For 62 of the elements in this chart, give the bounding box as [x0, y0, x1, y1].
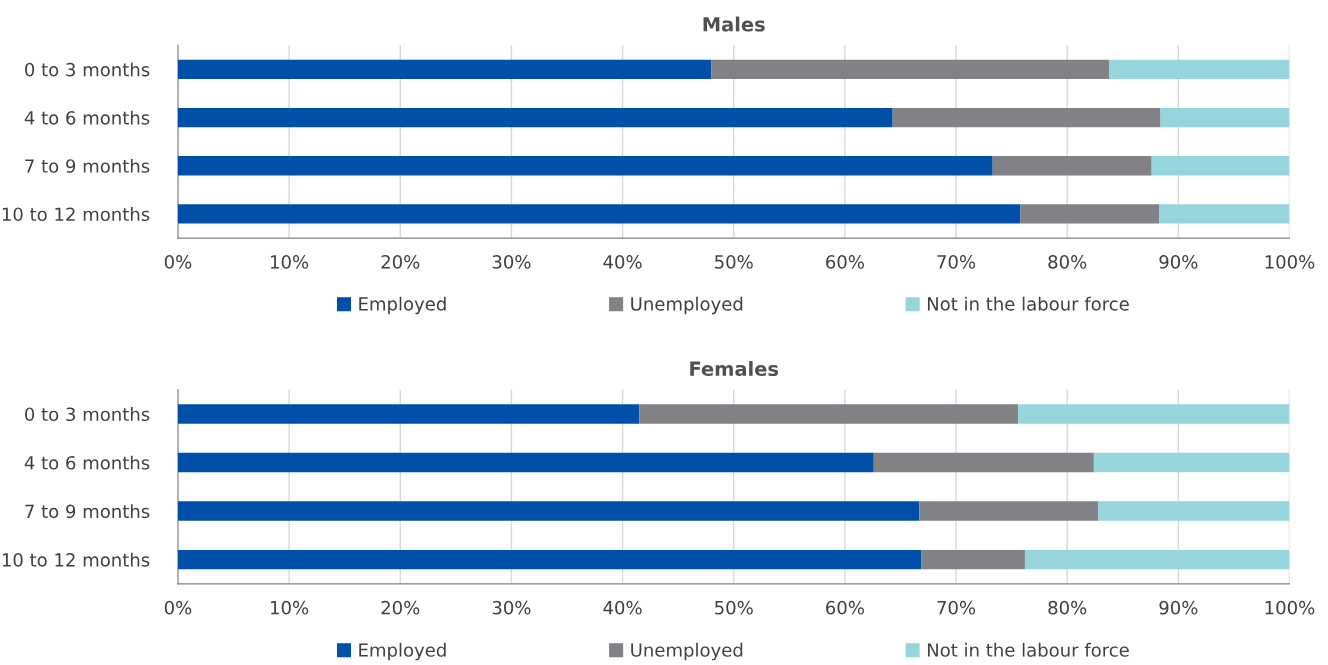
y-tick-label: 10 to 12 months [2, 552, 150, 567]
x-tick-label: 20% [381, 255, 420, 269]
x-tick-label: 100% [1265, 255, 1315, 269]
legend-label: Not in the labour force [927, 642, 1129, 657]
x-tick-label: 80% [1048, 255, 1087, 269]
bar [1093, 452, 1290, 473]
y-tick-label: 4 to 6 months [24, 110, 150, 125]
x-tick-label: 60% [826, 255, 864, 269]
bar [177, 549, 922, 570]
x-tick-label: 10% [271, 600, 309, 615]
bar [177, 501, 920, 521]
legend-label: Employed [359, 642, 446, 661]
bar [1024, 549, 1290, 570]
x-tick-label: 90% [1159, 600, 1198, 615]
x-tick-label: 0% [164, 600, 192, 615]
y-tick-label: 4 to 6 months [24, 455, 150, 470]
chart-title: Females [690, 361, 779, 377]
legend-label: Unemployed [631, 296, 743, 315]
bar [639, 404, 1019, 424]
x-tick-label: 20% [381, 600, 420, 615]
bar [177, 452, 874, 473]
bar [1160, 107, 1290, 128]
x-tick-label: 60% [826, 600, 864, 615]
bar [711, 59, 1110, 79]
bar [873, 452, 1094, 473]
bar [1151, 156, 1290, 176]
x-tick-label: 80% [1048, 600, 1087, 615]
bar [177, 204, 1021, 224]
bar [177, 107, 893, 128]
y-tick-label: 0 to 3 months [25, 62, 150, 77]
legend-label: Not in the labour force [927, 296, 1129, 311]
x-tick-label: 70% [937, 255, 976, 269]
bar [1018, 404, 1290, 424]
bar [892, 107, 1161, 128]
x-tick-label: 30% [492, 255, 531, 269]
bar [921, 549, 1025, 570]
legend-label: Employed [359, 296, 446, 315]
bar [1020, 204, 1160, 224]
y-tick-label: 0 to 3 months [25, 407, 150, 422]
legend-label: Unemployed [631, 642, 743, 661]
x-tick-label: 40% [603, 600, 642, 615]
bar [992, 156, 1152, 176]
bar [1098, 501, 1290, 521]
bar [177, 156, 993, 176]
x-tick-label: 50% [715, 255, 753, 269]
y-tick-label: 10 to 12 months [2, 207, 150, 222]
x-tick-label: 10% [271, 255, 309, 269]
bar [919, 501, 1099, 521]
y-tick-label: 7 to 9 months [25, 158, 150, 173]
x-tick-label: 90% [1159, 255, 1198, 269]
bar [1109, 59, 1290, 79]
chart-title: Males [703, 16, 765, 32]
bar [177, 404, 640, 424]
x-tick-label: 100% [1265, 600, 1315, 615]
x-tick-label: 30% [492, 600, 531, 615]
y-tick-label: 7 to 9 months [25, 504, 150, 519]
x-tick-label: 70% [937, 600, 976, 615]
x-tick-label: 50% [715, 600, 753, 615]
x-tick-label: 0% [164, 255, 192, 269]
bar [177, 59, 712, 79]
bar [1159, 204, 1290, 224]
x-tick-label: 40% [603, 255, 642, 269]
